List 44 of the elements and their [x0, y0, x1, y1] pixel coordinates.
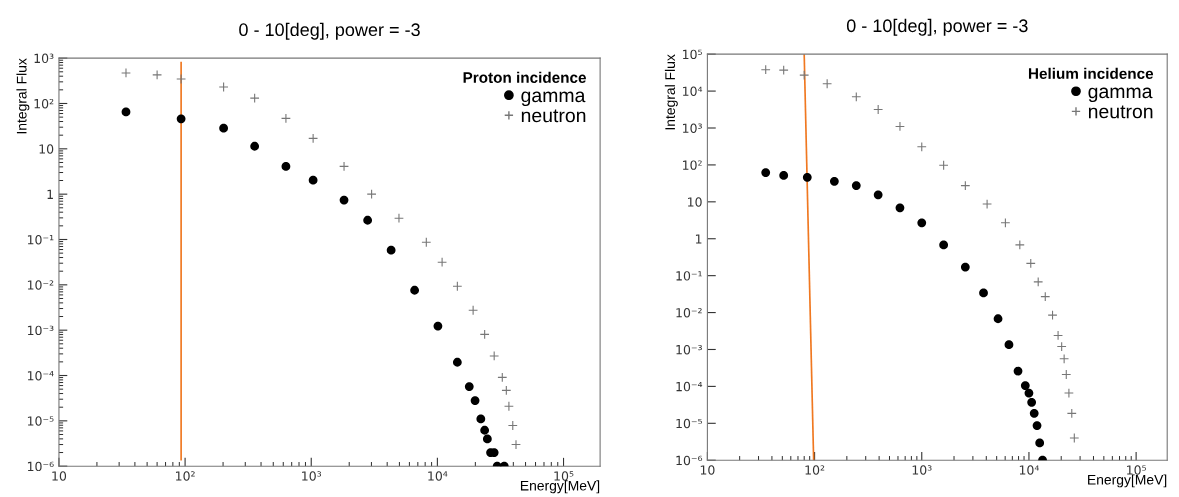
legend-label: neutron — [1088, 105, 1153, 119]
legend-label: gamma — [521, 91, 586, 107]
y-tick-label: 10⁻¹ — [27, 234, 54, 245]
y-tick-label: 10⁻⁴ — [27, 370, 54, 381]
y-tick-label: 10⁻² — [676, 308, 702, 318]
y-tick-label: 10³ — [682, 123, 702, 133]
y-tick-label: 10⁻³ — [676, 344, 702, 355]
x-tick-label: 10⁵ — [1127, 465, 1146, 475]
y-tick-label: 10⁻⁶ — [27, 461, 54, 472]
x-tick-label: 10 — [52, 471, 67, 481]
x-tick-label: 10³ — [302, 471, 322, 481]
y-tick-label: 10 — [688, 197, 702, 207]
chart-title: 0 - 10[deg], power = -3 — [846, 18, 1028, 36]
y-tick-label: 1 — [695, 234, 702, 244]
y-tick-label: 10⁻³ — [27, 325, 54, 336]
y-axis-title: Integral Flux — [16, 58, 30, 134]
y-tick-label: 10⁵ — [682, 49, 702, 60]
y-tick-label: 10⁻⁵ — [27, 416, 54, 426]
y-tick-label: 1 — [47, 189, 53, 199]
x-tick-label: 10⁵ — [554, 471, 574, 481]
x-tick-label: 10² — [176, 471, 195, 481]
y-tick-label: 10⁻² — [27, 280, 54, 290]
y-tick-label: 10² — [34, 98, 54, 109]
y-tick-label: 10⁻⁵ — [676, 418, 702, 429]
y-tick-label: 10⁻⁶ — [676, 455, 703, 466]
x-tick-label: 10 — [700, 465, 715, 475]
y-tick-label: 10⁻⁴ — [676, 381, 703, 392]
x-tick-label: 10⁴ — [1019, 465, 1039, 475]
x-tick-label: 10⁴ — [428, 471, 448, 481]
x-tick-label: 10³ — [912, 465, 932, 475]
legend-label: gamma — [1088, 87, 1153, 103]
y-tick-label: 10⁴ — [682, 86, 703, 97]
x-tick-label: 10² — [805, 465, 825, 475]
y-tick-label: 10² — [682, 160, 702, 170]
y-tick-label: 10³ — [34, 53, 54, 64]
y-axis-title: Integral Flux — [664, 54, 678, 130]
chart-title: 0 - 10[deg], power = -3 — [239, 22, 420, 40]
x-axis-title: Energy[MeV] — [1088, 474, 1167, 488]
y-tick-label: 10⁻¹ — [676, 271, 702, 281]
legend-label: neutron — [521, 109, 586, 123]
y-tick-label: 10 — [39, 144, 54, 154]
legend-title: Proton incidence — [463, 71, 586, 83]
legend-title: Helium incidence — [1028, 67, 1154, 80]
x-axis-title: Energy[MeV] — [520, 480, 600, 494]
